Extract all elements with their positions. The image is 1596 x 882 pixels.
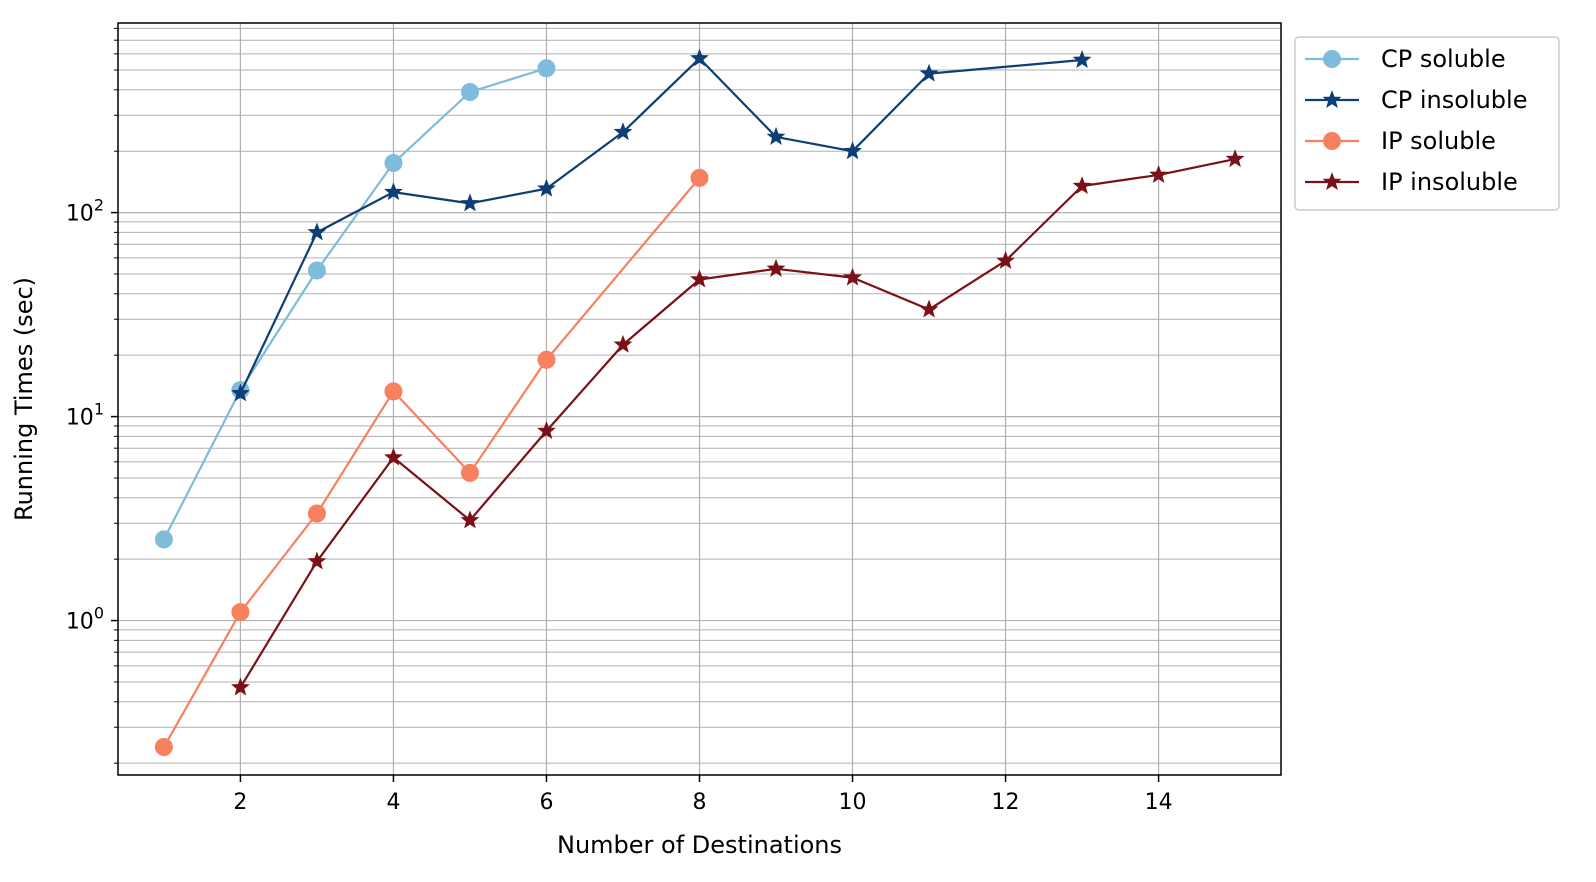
legend-marker — [1322, 90, 1342, 109]
series-2 — [154, 168, 709, 757]
data-point — [537, 178, 556, 197]
data-point — [154, 738, 173, 757]
series-layer — [154, 48, 1245, 757]
data-point — [766, 258, 786, 277]
data-point — [843, 267, 862, 286]
data-point — [230, 677, 250, 696]
y-tick-label: 101 — [66, 400, 104, 431]
data-point — [384, 154, 403, 173]
data-point — [919, 63, 939, 82]
data-point — [460, 193, 480, 212]
data-point — [690, 269, 709, 288]
x-tick-label: 10 — [839, 790, 867, 815]
x-tick-label: 14 — [1145, 790, 1173, 815]
legend-marker — [1323, 132, 1341, 150]
y-axis-label: Running Times (sec) — [10, 277, 38, 521]
series-3 — [230, 149, 1245, 696]
x-tick-label: 8 — [693, 790, 707, 815]
data-point — [613, 334, 633, 353]
data-point — [1149, 165, 1169, 183]
legend-entry: CP insoluble — [1305, 86, 1527, 114]
data-point — [690, 48, 709, 67]
legend-label: IP insoluble — [1381, 168, 1518, 196]
x-axis-label: Number of Destinations — [557, 831, 842, 859]
data-point — [307, 551, 327, 570]
data-point — [613, 122, 633, 141]
y-tick-label: 102 — [66, 196, 104, 227]
series-line — [162, 177, 701, 748]
data-point — [843, 141, 862, 160]
data-point — [384, 182, 403, 201]
data-point — [919, 299, 939, 318]
series-1 — [230, 48, 1092, 402]
legend: CP soluble CP insoluble IP soluble IP insol… — [1294, 36, 1560, 211]
data-point — [766, 126, 786, 145]
series-line — [162, 67, 547, 540]
series-line — [239, 57, 1083, 394]
data-point — [537, 421, 556, 440]
x-tick-label: 12 — [992, 790, 1020, 815]
y-tick-label: 100 — [66, 604, 104, 635]
grid — [118, 23, 1281, 775]
legend-marker — [1322, 172, 1342, 191]
legend-box — [1294, 36, 1560, 211]
data-point — [537, 350, 556, 369]
series-line — [239, 157, 1236, 689]
x-tick-label: 2 — [233, 790, 247, 815]
legend-entry: CP soluble — [1305, 45, 1506, 73]
y-axis-ticks: 100 101 102 — [66, 27, 118, 764]
legend-entry: IP insoluble — [1305, 168, 1518, 196]
data-point — [690, 168, 709, 187]
data-point — [307, 222, 327, 241]
data-point — [307, 504, 326, 523]
data-point — [460, 83, 479, 102]
x-tick-label: 6 — [539, 790, 553, 815]
data-point — [1225, 149, 1245, 168]
x-axis-ticks: 2 4 6 8 10 12 14 — [233, 775, 1173, 815]
data-point — [460, 510, 480, 529]
data-point — [384, 447, 403, 466]
legend-label: IP soluble — [1381, 127, 1496, 155]
data-point — [307, 261, 326, 280]
data-point — [460, 463, 479, 482]
legend-label: CP soluble — [1381, 45, 1506, 73]
data-point — [230, 383, 250, 402]
data-point — [1072, 50, 1092, 68]
legend-marker — [1323, 50, 1341, 68]
data-point — [537, 59, 556, 78]
data-point — [1072, 176, 1092, 195]
data-point — [231, 603, 250, 622]
series-0 — [154, 59, 556, 549]
data-point — [384, 382, 403, 401]
legend-label: CP insoluble — [1381, 86, 1527, 114]
x-tick-label: 4 — [386, 790, 400, 815]
data-point — [154, 530, 173, 549]
legend-entry: IP soluble — [1305, 127, 1496, 155]
data-point — [996, 250, 1015, 269]
